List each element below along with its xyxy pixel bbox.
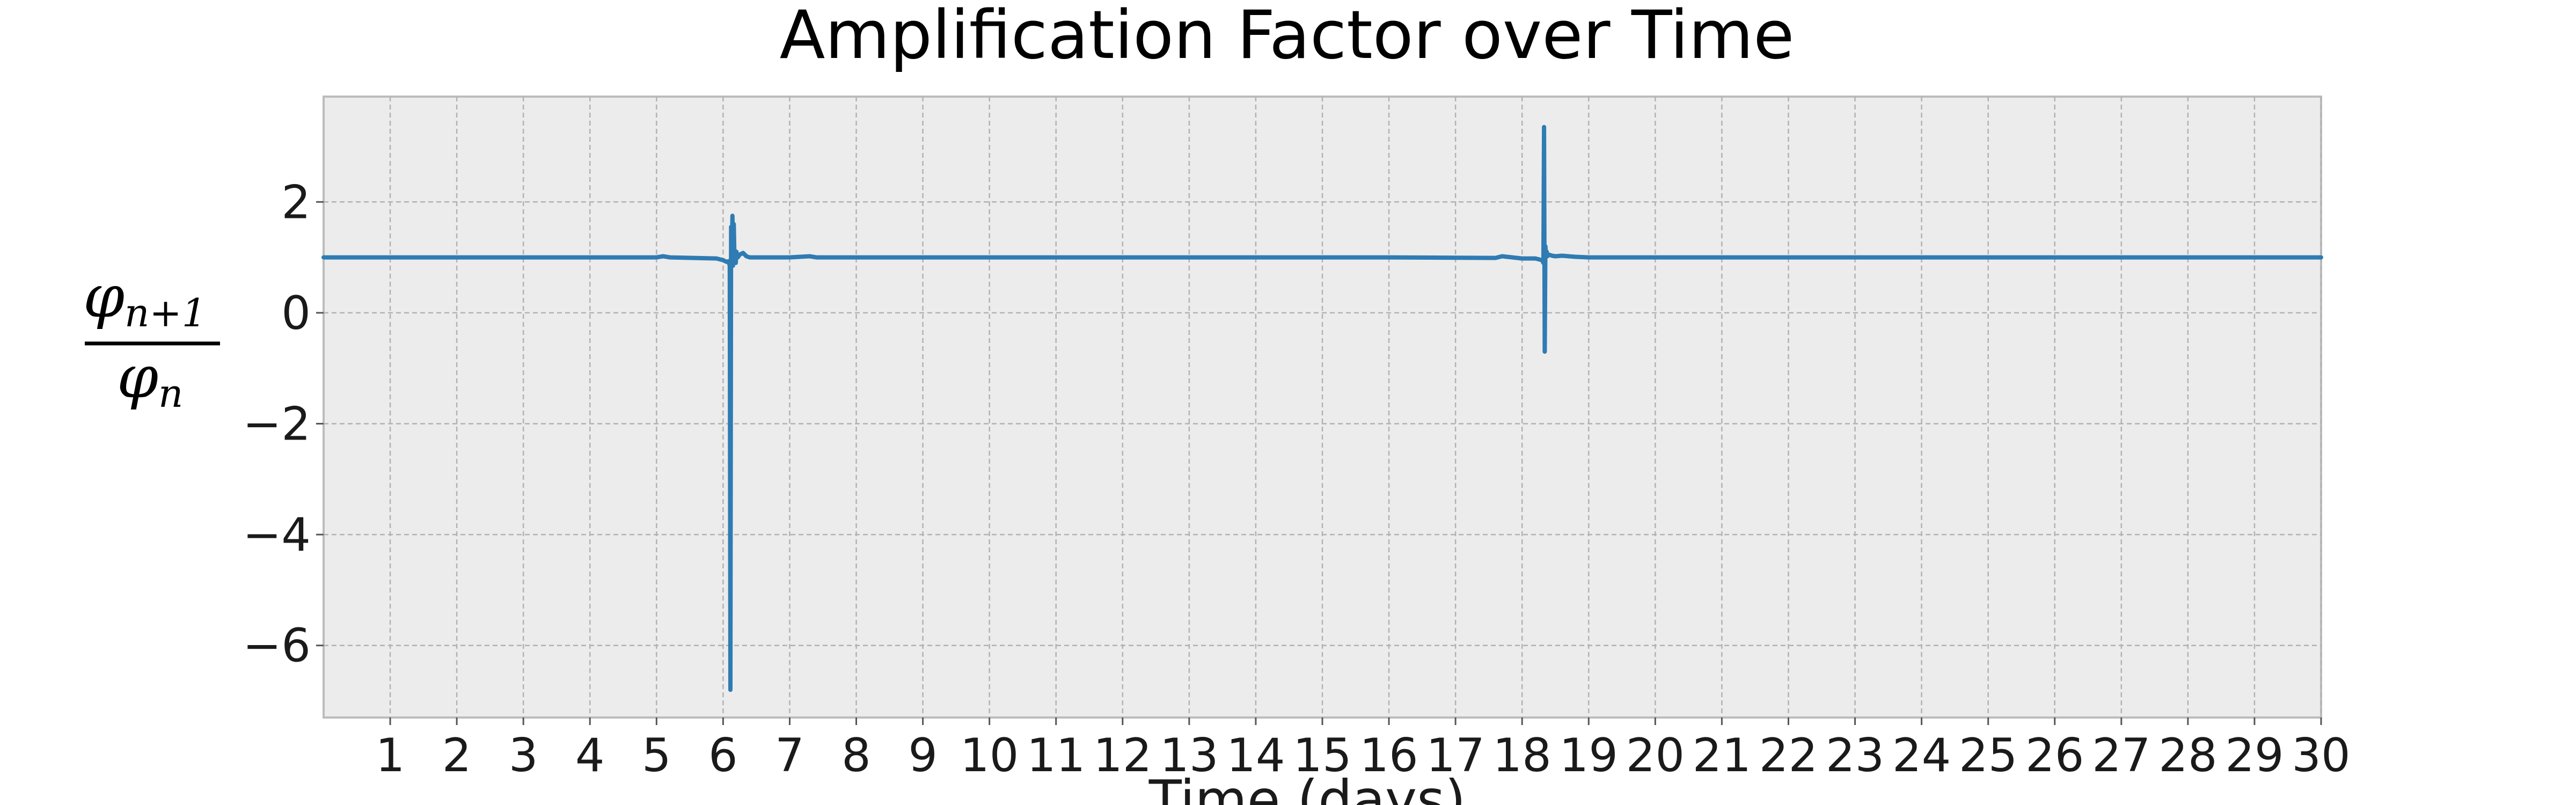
x-tick-label: 3 (509, 729, 538, 782)
x-tick-label: 18 (1492, 729, 1551, 782)
x-tick-label: 4 (575, 729, 605, 782)
y-label-denominator: φn (117, 342, 183, 416)
x-axis-ticks: 1 2 3 4 5 6 7 8 9 10 11 12 13 14 15 16 17 18 19 20 21 22 23 24 2… (376, 718, 2351, 782)
x-tick-label: 26 (2025, 729, 2084, 782)
y-axis-ticks: −6 −4 −2 0 2 (243, 175, 324, 673)
x-axis-label: Time (days) (1148, 769, 1466, 805)
y-tick-label: −2 (243, 397, 311, 451)
x-tick-label: 5 (642, 729, 671, 782)
x-tick-label: 24 (1892, 729, 1951, 782)
x-tick-label: 20 (1626, 729, 1685, 782)
x-tick-label: 2 (442, 729, 472, 782)
x-tick-label: 1 (376, 729, 405, 782)
x-tick-label: 25 (1959, 729, 2017, 782)
x-tick-label: 15 (1293, 729, 1351, 782)
x-tick-label: 16 (1359, 729, 1418, 782)
gridlines (324, 97, 2322, 718)
x-tick-label: 22 (1759, 729, 1818, 782)
x-tick-label: 23 (1826, 729, 1884, 782)
y-tick-label: 0 (281, 287, 311, 340)
y-axis-label: φn+1 φn (83, 262, 220, 416)
x-tick-label: 11 (1027, 729, 1085, 782)
x-tick-label: 14 (1226, 729, 1285, 782)
x-tick-label: 17 (1426, 729, 1484, 782)
x-tick-label: 19 (1560, 729, 1618, 782)
series-line (321, 125, 2323, 692)
x-tick-label: 10 (960, 729, 1019, 782)
y-label-numerator: φn+1 (83, 262, 207, 335)
x-tick-label: 13 (1160, 729, 1218, 782)
y-tick-label: 2 (281, 175, 311, 229)
x-tick-label: 7 (775, 729, 804, 782)
y-tick-label: −6 (243, 619, 311, 673)
x-tick-label: 27 (2092, 729, 2150, 782)
x-tick-label: 29 (2225, 729, 2284, 782)
x-tick-label: 28 (2158, 729, 2217, 782)
x-tick-label: 12 (1093, 729, 1152, 782)
x-tick-label: 6 (708, 729, 738, 782)
y-tick-label: −4 (243, 508, 311, 562)
x-tick-label: 21 (1693, 729, 1751, 782)
x-tick-label: 30 (2292, 729, 2350, 782)
series-group (321, 125, 2323, 692)
x-tick-label: 8 (841, 729, 871, 782)
chart-title: Amplification Factor over Time (780, 0, 1795, 74)
x-tick-label: 9 (908, 729, 938, 782)
